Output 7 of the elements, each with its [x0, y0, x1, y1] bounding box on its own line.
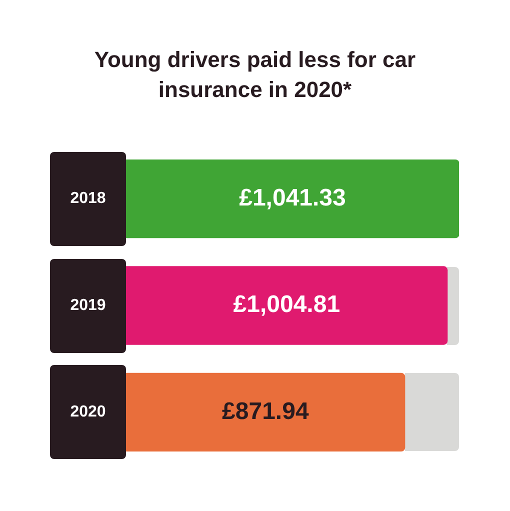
chart-title: Young drivers paid less for car insurance in 2020*: [93, 46, 417, 104]
y-tick-label: 2020: [70, 404, 106, 421]
data-label: £871.94: [222, 398, 310, 425]
data-label: £1,004.81: [233, 291, 340, 318]
data-label: £1,041.33: [239, 184, 346, 212]
y-tick-label: 2018: [70, 190, 106, 208]
y-tick-label: 2019: [70, 296, 106, 314]
